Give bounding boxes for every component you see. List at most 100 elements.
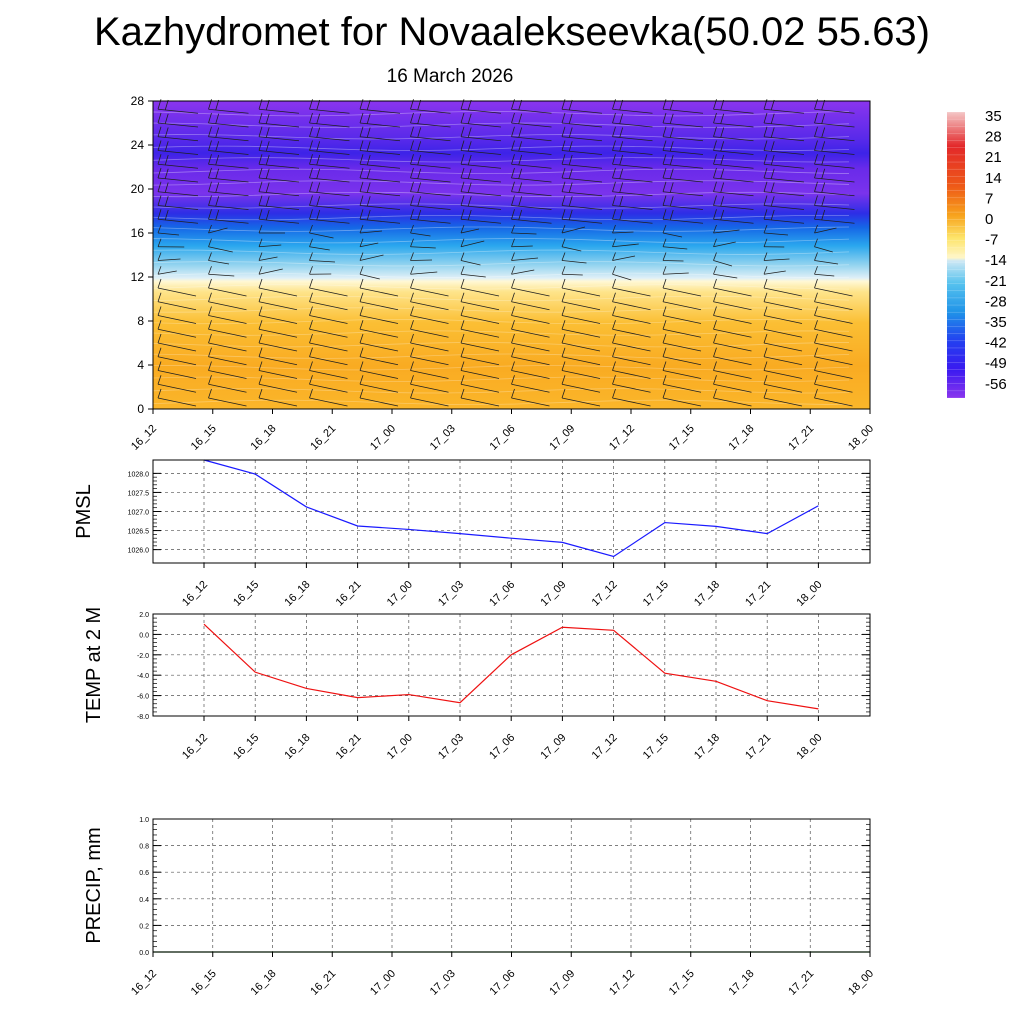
wind-barb-shaft — [157, 328, 197, 338]
panel-precip-xtick-label: 17_12 — [607, 968, 637, 998]
wind-barb-feather — [612, 195, 616, 206]
wind-barb-shaft — [814, 136, 855, 142]
wind-barb-shaft — [359, 328, 399, 338]
wind-barb-feather — [713, 333, 717, 344]
wind-barb-shaft — [460, 191, 502, 197]
wind-barb-feather — [157, 167, 162, 179]
wind-barb-feather — [410, 375, 414, 385]
wind-barb-shaft — [814, 315, 853, 324]
isotherm-line — [152, 203, 850, 209]
isotherm-line — [152, 157, 850, 163]
wind-barb-shaft — [713, 260, 733, 267]
wind-barb-shaft — [814, 397, 853, 407]
panel-pmsl-xtick-label: 16_15 — [231, 579, 261, 609]
wind-barb-feather — [258, 388, 263, 399]
wind-barb-feather — [258, 361, 263, 371]
panel-pmsl-ylabel: PMSL — [73, 484, 95, 538]
wind-barb-feather — [713, 292, 717, 302]
wind-barb-feather — [662, 278, 667, 289]
wind-barb-shaft — [410, 315, 449, 324]
wind-barb-shaft — [460, 150, 502, 155]
wind-barb-shaft — [662, 163, 704, 169]
wind-barb-feather — [612, 320, 616, 330]
wind-barb-feather — [568, 196, 573, 207]
wind-barb-shaft — [460, 370, 500, 379]
panel-temp2m-xtick-label: 17_21 — [743, 732, 773, 762]
wind-barb-shaft — [763, 315, 803, 324]
wind-barb-shaft — [713, 122, 754, 128]
wind-barb-feather — [359, 154, 364, 165]
wind-barb-shaft — [208, 218, 249, 224]
wind-barb-shaft — [561, 177, 603, 183]
wind-barb-shaft — [713, 397, 752, 407]
wind-barb-feather — [309, 333, 313, 344]
wind-barb-feather — [460, 154, 465, 165]
wind-barb-feather — [215, 209, 220, 221]
wind-barb-feather — [265, 154, 270, 166]
wind-barb-shaft — [359, 273, 380, 280]
wind-barb-feather — [164, 141, 169, 152]
wind-barb-feather — [467, 113, 472, 124]
heatmap-ytick-label: 24 — [131, 138, 145, 152]
wind-barb-feather — [460, 224, 465, 234]
wind-barb-shaft — [561, 246, 582, 252]
wind-barb-shaft — [662, 383, 702, 393]
wind-barb-feather — [662, 112, 667, 124]
wind-barb-feather — [619, 141, 624, 152]
wind-barb-feather — [157, 306, 162, 316]
wind-barb-shaft — [410, 232, 431, 237]
wind-barb-shaft — [763, 177, 805, 183]
wind-barb-shaft — [561, 136, 603, 142]
colorbar-label: -35 — [985, 314, 1007, 331]
wind-barb-feather — [511, 238, 515, 247]
wind-barb-feather — [568, 99, 573, 111]
panel-precip-xtick-label: 16_12 — [129, 968, 159, 998]
wind-barb-feather — [662, 126, 667, 137]
wind-barb-shaft — [612, 315, 651, 324]
wind-barb-feather — [561, 126, 566, 137]
wind-barb-feather — [164, 113, 169, 124]
wind-barb-shaft — [309, 301, 348, 311]
wind-barb-feather — [157, 375, 162, 385]
wind-barb-shaft — [612, 122, 653, 128]
wind-barb-feather — [814, 292, 818, 302]
wind-barb-feather — [814, 252, 818, 261]
wind-barb-feather — [770, 168, 775, 179]
wind-barb-feather — [208, 140, 212, 151]
wind-barb-shaft — [410, 370, 449, 379]
wind-barb-feather — [215, 196, 220, 207]
wind-barb-feather — [164, 196, 169, 207]
wind-barb-shaft — [713, 383, 752, 393]
wind-barb-feather — [511, 266, 515, 275]
wind-barb-feather — [814, 154, 818, 165]
panel-temp2m-xtick-label: 17_15 — [641, 732, 671, 762]
wind-barb-shaft — [359, 301, 399, 311]
wind-barb-shaft — [309, 150, 350, 155]
wind-barb-feather — [763, 347, 768, 357]
wind-barb-shaft — [258, 122, 300, 128]
wind-barb-shaft — [662, 315, 702, 324]
wind-barb-feather — [561, 154, 566, 165]
wind-barb-feather — [814, 306, 818, 316]
wind-barb-shaft — [511, 150, 552, 155]
panel-temp2m-xtick-label: 16_18 — [282, 732, 312, 762]
wind-barb-feather — [208, 278, 212, 289]
wind-barb-feather — [763, 361, 768, 371]
isotherm-line — [152, 284, 850, 290]
panel-temp2m-ytick-label: -8.0 — [137, 714, 149, 721]
wind-barb-feather — [821, 209, 826, 221]
isotherm-line — [152, 226, 850, 232]
wind-barb-feather — [164, 209, 169, 221]
panel-pmsl-xtick-label: 16_18 — [282, 579, 312, 609]
panel-pmsl-xtick-label: 17_18 — [692, 579, 722, 609]
heatmap-xtick-label: 17_15 — [667, 423, 697, 453]
colorbar-label: 35 — [985, 108, 1002, 125]
wind-barb-feather — [669, 182, 674, 193]
wind-barb-feather — [511, 306, 515, 316]
wind-barb-shaft — [713, 150, 754, 155]
wind-barb-shaft — [157, 287, 197, 297]
wind-barb-feather — [814, 361, 818, 371]
wind-barb-shaft — [662, 328, 702, 338]
wind-barb-shaft — [763, 232, 789, 236]
wind-barb-feather — [814, 266, 818, 275]
